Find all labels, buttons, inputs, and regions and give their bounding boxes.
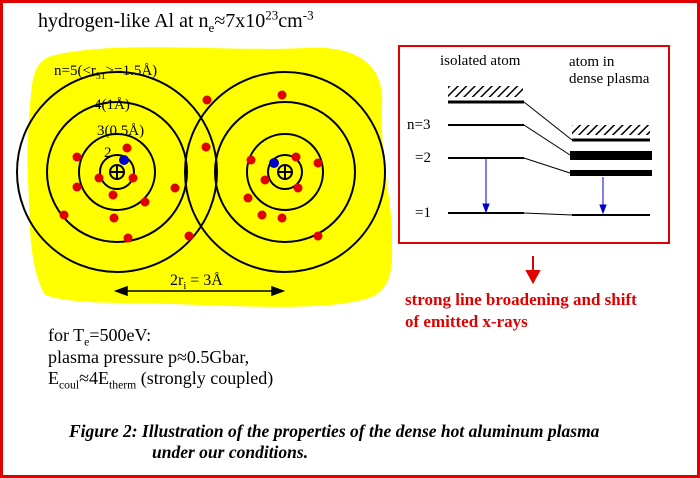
isolated-atom-label: isolated atom [440, 53, 521, 69]
conditions-line-3: Ecoul≈4Etherm (strongly coupled) [48, 368, 274, 392]
conclusion-line-1: strong line broadening and shift [405, 290, 637, 309]
particle [260, 175, 270, 185]
particle [108, 190, 118, 200]
conclusion-line-2: of emitted x-rays [405, 312, 528, 331]
left-orbit-n2 [99, 154, 135, 190]
particle [140, 197, 150, 207]
dense-level-n3 [570, 151, 652, 160]
right-orbit-n3 [246, 133, 324, 211]
level-label-2: =2 [415, 150, 431, 166]
left-orbit-n4 [46, 101, 188, 243]
diagram-title: hydrogen-like Al at ne≈7x1023cm-3 [38, 7, 314, 35]
particle [170, 183, 180, 193]
particle [293, 183, 303, 193]
particle [291, 152, 301, 162]
conclusion-arrow [525, 256, 541, 285]
particle [277, 213, 287, 223]
dense-level-n2 [570, 170, 652, 176]
left-orbit-n3 [78, 133, 156, 211]
level-label-n3: n=3 [407, 117, 431, 133]
dense-label-line-2: dense plasma [569, 71, 650, 87]
isolated-continuum [448, 86, 523, 97]
right-orbit-n5 [184, 71, 386, 273]
particle [109, 213, 119, 223]
conditions-line-1: for Te=500eV: [48, 325, 152, 349]
particle [202, 95, 212, 105]
particle [313, 158, 323, 168]
orbit-label-n4: 4(1Å) [94, 97, 130, 113]
particle [184, 231, 194, 241]
particle [277, 90, 287, 100]
particle [257, 210, 267, 220]
right-orbit-n4 [214, 101, 356, 243]
transition-arrows [482, 159, 607, 215]
particle [123, 233, 133, 243]
particle [59, 210, 69, 220]
conditions-line-2: plasma pressure p≈0.5Gbar, [48, 347, 250, 367]
particle [72, 152, 82, 162]
dense-label-line-1: atom in [569, 54, 615, 70]
plasma-particles [59, 90, 323, 243]
level-label-1: =1 [415, 205, 431, 221]
right-orbit-n2 [267, 154, 303, 190]
left-atom [16, 71, 218, 273]
ion-sphere-label: 2ri = 3Å [170, 272, 223, 293]
particle [94, 173, 104, 183]
particle [201, 142, 211, 152]
dense-levels [570, 125, 652, 216]
energy-level-box [398, 45, 670, 244]
particle [122, 143, 132, 153]
right-atom [184, 71, 386, 273]
left-orbit-n5 [16, 71, 218, 273]
electron-left [119, 155, 129, 165]
particle [72, 182, 82, 192]
orbit-label-n5: n=5(<r51>=1.5Å) [54, 63, 158, 82]
electron-right [269, 158, 279, 168]
particle [243, 193, 253, 203]
orbit-label-n3: 3(0.5Å) [97, 123, 145, 139]
figure-caption-line-1: Figure 2: Illustration of the properties… [69, 421, 600, 441]
figure-caption-line-2: under our conditions. [152, 442, 309, 462]
particle [128, 173, 138, 183]
particle [246, 155, 256, 165]
particle [313, 231, 323, 241]
dense-continuum [572, 125, 650, 135]
orbit-label-n2: 2 [104, 145, 112, 161]
ion-sphere-arrow [113, 285, 286, 297]
level-connectors [523, 101, 573, 216]
